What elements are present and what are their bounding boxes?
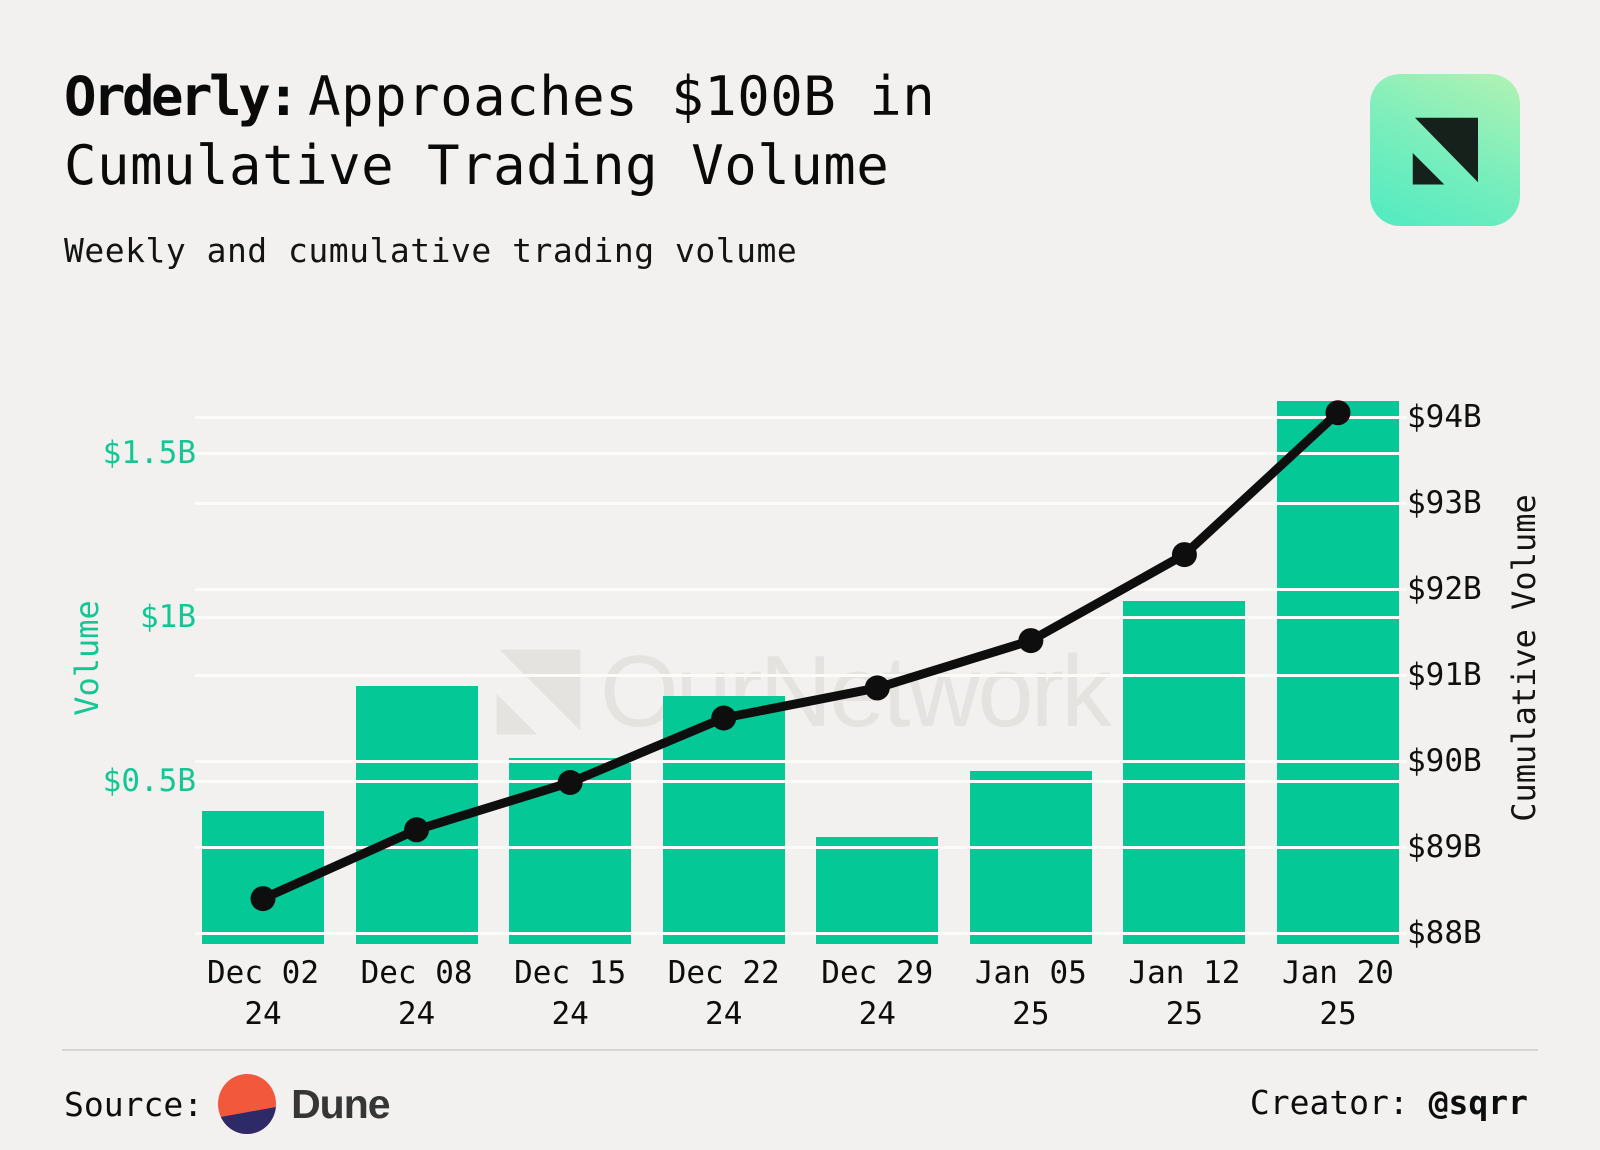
right-axis-tick-label: $92B [1407,571,1482,607]
x-axis-tick-label: Jan 20 25 [1281,955,1394,1032]
gridline-right-axis [195,932,1407,935]
left-axis-tick-label: $1B [140,599,196,635]
creator-attribution: Creator: @sqrr [1250,1083,1528,1122]
right-axis-tick-label: $93B [1407,485,1482,521]
x-axis-tick-label: Dec 02 24 [207,955,319,1032]
right-axis-tick-label: $89B [1407,829,1482,865]
left-axis-tick-label: $0.5B [102,763,196,799]
creator-handle: @sqrr [1428,1083,1528,1122]
x-axis-tick-label: Dec 15 24 [514,955,627,1032]
x-axis-tick-label: Jan 05 25 [974,955,1087,1032]
source-label: Source: [64,1084,204,1124]
right-axis-tick-label: $88B [1407,915,1482,951]
creator-label: Creator: [1249,1083,1429,1122]
page-title: Orderly: Approaches $100B in Cumulative T… [64,62,1184,200]
title-description: Approaches $100B in Cumulative Trading V… [64,65,936,197]
right-axis-tick-label: $91B [1407,657,1482,693]
footer-divider [62,1049,1538,1051]
left-axis-tick-label: $1.5B [102,435,196,471]
chart-subtitle: Weekly and cumulative trading volume [64,231,798,270]
source-attribution: Source: Dune [64,1074,391,1134]
x-axis-tick-label: Jan 12 25 [1128,955,1241,1032]
right-axis-tick-label: $90B [1407,743,1482,779]
x-axis-tick-label: Dec 08 24 [360,955,473,1032]
x-axis-tick-label: Dec 29 24 [821,955,934,1032]
dune-logo-icon [218,1074,277,1134]
logo-n-glyph [1412,117,1478,185]
x-axis-tick-label: Dec 22 24 [667,955,780,1032]
ournetwork-logo-icon [1370,74,1520,226]
source-name: Dune [291,1080,390,1127]
right-axis-tick-label: $94B [1407,399,1482,435]
title-project-name: Orderly: [64,65,300,128]
